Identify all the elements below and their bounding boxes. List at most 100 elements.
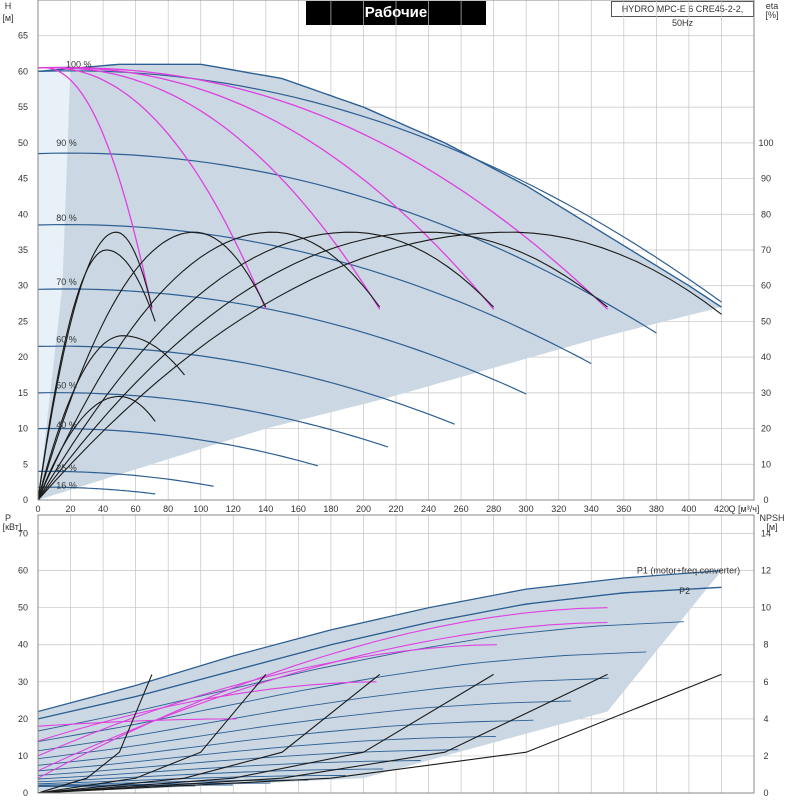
x-tick-label: 40 (98, 504, 108, 514)
x-tick-label: 260 (454, 504, 469, 514)
y-tick-label: 20 (18, 352, 28, 362)
x-tick-label: 360 (616, 504, 631, 514)
x-tick-label: 280 (486, 504, 501, 514)
model-label: HYDRO MPC-E 6 CRE45-2-2, 50Hz (611, 1, 754, 28)
npsh-tick-label: 14 (761, 529, 771, 539)
npsh-tick-label: 12 (761, 566, 771, 576)
speed-label: 70 % (56, 277, 77, 287)
p-tick-label: 10 (18, 751, 28, 761)
p-tick-label: 50 (18, 603, 28, 613)
npsh-curve (38, 673, 494, 794)
x-tick-label: 240 (421, 504, 436, 514)
eta-tick-label: 30 (761, 388, 771, 398)
x-tick-label: 20 (66, 504, 76, 514)
eta-tick-label: 80 (761, 209, 771, 219)
speed-label: 60 % (56, 334, 77, 344)
y-tick-label: 5 (23, 459, 28, 469)
speed-curve (38, 486, 156, 495)
x-tick-label: 180 (323, 504, 338, 514)
p-tick-label: 40 (18, 640, 28, 650)
efficiency-curve (38, 231, 608, 500)
efficiency-curve (38, 231, 381, 500)
power-curves (38, 569, 722, 794)
y-axis-title: H (5, 1, 12, 11)
head-chart-axes: 0 5 10 15 20 25 30 35 40 45 50 55 60 65 0 10 20 30 40 50 60 7… (2, 0, 779, 514)
power-envelope (38, 570, 722, 792)
pump-stage-curve (38, 66, 608, 310)
y-tick-label: 10 (18, 424, 28, 434)
max-head-curve (38, 63, 722, 308)
speed-curve (38, 427, 319, 467)
power-curve (38, 677, 609, 752)
speed-label: 50 % (56, 381, 77, 391)
y-tick-label: 0 (23, 495, 28, 505)
power-envelope-area (38, 570, 722, 792)
efficiency-curve (38, 231, 494, 500)
eta-tick-label: 10 (761, 459, 771, 469)
power-chart-frame (37, 514, 755, 794)
speed-curve (38, 345, 455, 425)
p-tick-label: 0 (23, 788, 28, 798)
power-curve (38, 779, 309, 786)
speed-curve (38, 392, 389, 448)
pump-stage-curve (38, 66, 495, 310)
p1-curve (38, 569, 722, 713)
x-tick-label: 300 (519, 504, 534, 514)
x-tick-label: 60 (131, 504, 141, 514)
npsh-tick-label: 10 (761, 603, 771, 613)
x-tick-label: 220 (388, 504, 403, 514)
eta-axis-unit: [%] (765, 10, 778, 20)
y-tick-label: 55 (18, 102, 28, 112)
power-curve (38, 768, 384, 783)
y-tick-label: 25 (18, 316, 28, 326)
efficiency-curve (38, 249, 156, 500)
pump-stage-power-line (38, 681, 377, 742)
efficiency-curve (38, 335, 185, 500)
x-tick-label: 320 (551, 504, 566, 514)
p1-label: P1 (motor+freq.converter) (637, 566, 740, 576)
npsh-curve (38, 673, 608, 794)
x-tick-label: 380 (649, 504, 664, 514)
npsh-axis-title: NPSH (759, 513, 784, 523)
power-curve (38, 719, 534, 766)
power-chart-axes: 0 10 20 30 40 50 60 70 0 2 4 6 8 10 12 14 P[кВт] NPSH[м] P… (3, 513, 785, 798)
npsh-tick-label: 0 (763, 788, 768, 798)
eta-tick-label: 100 (758, 138, 773, 148)
x-tick-label: 100 (193, 504, 208, 514)
p-tick-label: 20 (18, 714, 28, 724)
y-tick-label: 45 (18, 174, 28, 184)
y-tick-label: 15 (18, 388, 28, 398)
x-tick-label: 420 (714, 504, 729, 514)
speed-curve (38, 288, 527, 395)
speed-curve (38, 70, 722, 303)
efficiency-curve (38, 231, 153, 500)
pump-stage-curve (38, 66, 267, 310)
npsh-curve (38, 673, 722, 794)
x-tick-label: 400 (681, 504, 696, 514)
npsh-tick-label: 2 (763, 751, 768, 761)
power-curve (38, 735, 496, 772)
npsh-tick-label: 8 (763, 640, 768, 650)
p-axis-unit: [кВт] (3, 522, 22, 532)
y-axis-unit: [м] (2, 13, 13, 23)
pump-stage-power-line (38, 621, 608, 772)
npsh-tick-label: 6 (763, 677, 768, 687)
y-tick-label: 35 (18, 245, 28, 255)
y-tick-label: 60 (18, 66, 28, 76)
operating-envelope-area (38, 64, 722, 500)
power-curve (38, 760, 421, 780)
efficiency-curve (38, 395, 156, 500)
speed-label: 40 % (56, 420, 77, 430)
head-curves: 100 % 90 % 80 % 70 % 60 % 50 % 40 % 25 % 16 % (38, 59, 722, 500)
power-curve (38, 651, 647, 743)
pump-stage-curve (38, 66, 381, 310)
pump-stage-power-line (38, 607, 608, 779)
operating-envelope (38, 64, 722, 500)
x-tick-label: 200 (356, 504, 371, 514)
p-axis-title: P (5, 513, 11, 523)
npsh-axis-unit: [м] (766, 522, 777, 532)
x-tick-label: 0 (35, 504, 40, 514)
y-tick-label: 40 (18, 209, 28, 219)
eta-tick-label: 40 (761, 352, 771, 362)
